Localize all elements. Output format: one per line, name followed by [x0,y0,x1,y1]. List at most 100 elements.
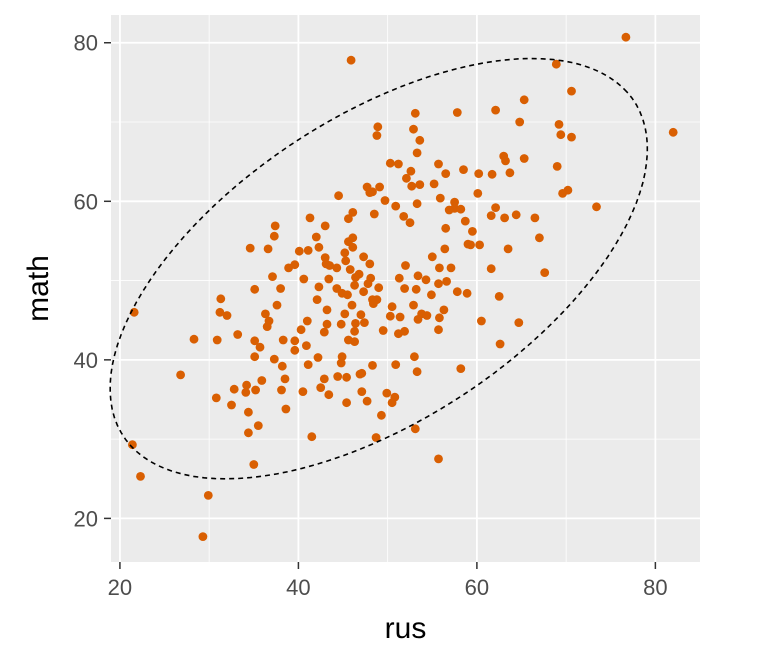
data-point [347,300,357,310]
data-point [382,388,392,398]
data-point [505,168,515,178]
data-point [333,372,343,381]
data-point [365,188,375,198]
data-point [378,326,388,335]
data-point [486,264,496,274]
data-point [251,385,260,395]
data-point [387,398,397,408]
data-point [405,218,415,228]
data-point [303,360,313,369]
data-point [435,313,444,323]
data-point [427,290,436,300]
data-point [519,154,529,163]
data-point [394,159,403,169]
data-point [413,271,423,281]
data-point [411,284,421,294]
data-point [136,472,145,481]
y-tick-label: 80 [74,31,98,56]
axis-ticks [104,41,657,569]
y-tick-label: 60 [74,189,98,214]
data-point [332,263,342,273]
data-point [468,227,477,236]
data-point [324,274,334,284]
major-gridlines [111,15,700,562]
data-point [415,180,425,190]
data-point [501,156,510,166]
data-point [290,345,300,355]
data-point [551,59,561,69]
data-point [475,240,484,250]
data-point [307,432,317,442]
x-tick-label: 20 [108,575,132,600]
data-point [621,32,631,42]
data-point [491,203,500,213]
data-point [250,352,260,362]
data-point [350,326,359,336]
data-point [668,127,678,137]
data-point [387,302,397,312]
data-point [345,265,355,274]
data-point [371,433,381,442]
y-tick-label: 40 [74,348,98,373]
data-point [374,283,384,293]
data-point [244,428,253,438]
data-point [336,319,346,329]
data-point [257,376,267,385]
data-point [409,124,418,134]
data-point [402,173,411,183]
data-point [299,274,309,284]
x-tick-label: 60 [465,575,489,600]
data-point [314,282,324,292]
data-point [441,223,451,233]
x-axis-title: rus [385,612,427,645]
data-point [434,279,443,289]
data-point [452,287,462,297]
x-tick-label: 40 [286,575,310,600]
data-point [511,210,521,220]
data-point [342,372,351,382]
data-point [348,242,358,252]
data-point [244,407,253,417]
data-point [456,364,466,373]
data-point [227,400,236,410]
data-point [400,284,409,293]
data-point [268,272,277,281]
data-point [294,246,304,256]
confidence-ellipse [109,57,649,480]
data-point [406,166,416,176]
data-point [340,248,350,258]
data-point [407,181,417,191]
data-point [530,213,540,223]
data-point [336,358,346,368]
data-point [212,335,222,345]
data-point [203,491,213,500]
data-point [377,410,386,420]
data-point [233,330,243,339]
data-point [459,165,468,175]
data-point [290,336,300,346]
data-point [456,204,466,214]
data-point [452,108,462,117]
data-point [385,158,395,168]
data-point [355,369,365,379]
data-point [421,275,431,285]
data-point [189,334,199,344]
data-point [356,310,366,320]
data-point [410,108,420,118]
data-point [363,279,373,289]
data-point [540,268,550,277]
data-point [222,311,232,320]
data-point [515,117,525,127]
data-point [462,288,472,298]
data-point [410,424,420,434]
data-point [554,120,564,129]
data-point [360,318,369,327]
data-point [415,135,425,145]
data-point [556,130,566,140]
data-point [427,252,437,262]
data-point [368,361,377,370]
data-point [400,326,409,336]
data-point [319,327,329,337]
data-point [245,243,255,253]
data-point [362,396,372,406]
